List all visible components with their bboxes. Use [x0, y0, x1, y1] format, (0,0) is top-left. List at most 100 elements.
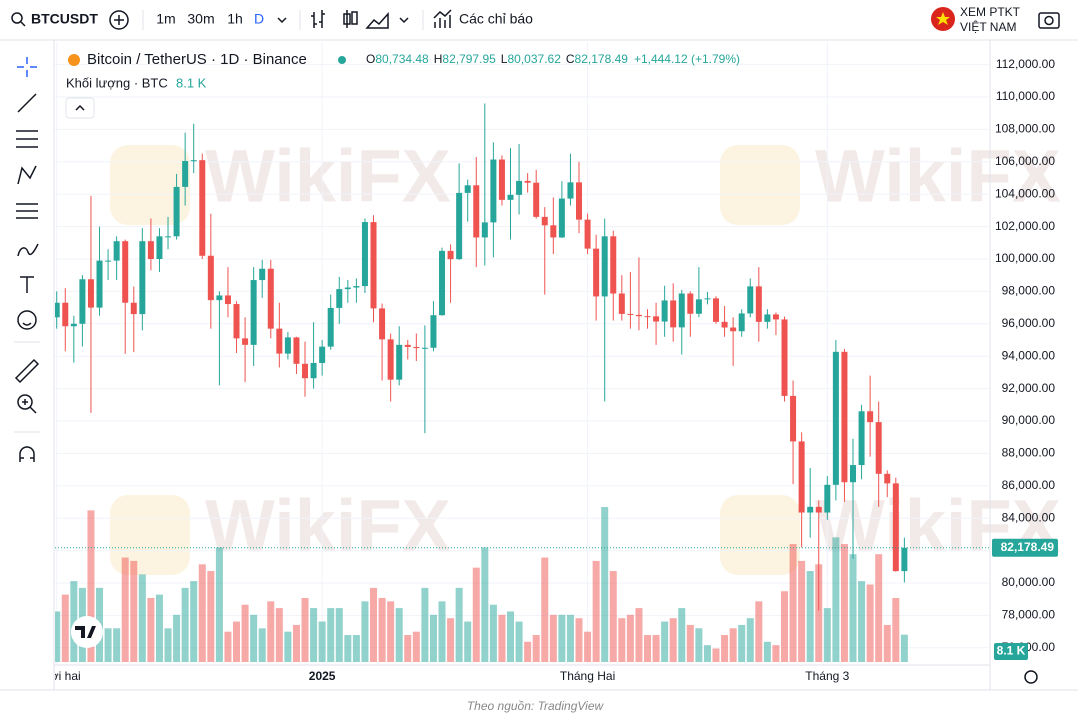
candle-body — [764, 314, 771, 322]
candle-body — [747, 286, 754, 314]
interval[interactable]: 1m — [156, 11, 175, 27]
interval[interactable]: 30m — [187, 11, 214, 27]
axes: 76,000.0078,000.0080,000.0082,000.0084,0… — [55, 57, 1058, 660]
candle-body — [387, 339, 394, 380]
line-tool[interactable] — [17, 93, 37, 113]
volume-bar — [344, 635, 352, 662]
volume-bar — [104, 628, 112, 662]
bars-icon[interactable] — [311, 10, 325, 28]
volume-bar — [772, 645, 780, 662]
candle-body — [165, 236, 172, 238]
projection-tool[interactable] — [16, 203, 38, 219]
interval[interactable]: 1h — [227, 11, 243, 27]
candle-body — [310, 363, 317, 379]
volume-bar — [489, 604, 497, 662]
ruler-tool[interactable] — [14, 358, 40, 384]
candle-body — [892, 483, 899, 572]
volume-bar — [147, 597, 155, 662]
volume-bar — [481, 547, 489, 662]
ohlc-value: 80,037.62 — [507, 52, 561, 66]
volume-bar — [575, 618, 583, 662]
text-tool[interactable] — [20, 276, 34, 293]
volume-bar — [507, 611, 515, 662]
candle-body — [901, 547, 908, 572]
volume-bar — [678, 608, 686, 662]
candle-body — [259, 268, 266, 281]
brush-tool[interactable] — [17, 243, 39, 257]
volume-bar — [755, 601, 763, 662]
indicators-button[interactable]: Các chỉ báo — [459, 11, 533, 27]
candle-body — [850, 465, 857, 483]
candle-body — [593, 248, 600, 297]
watermark-logo — [720, 495, 800, 575]
interval-active[interactable]: D — [254, 11, 264, 27]
camera-icon[interactable] — [1038, 12, 1060, 29]
volume-bar — [361, 601, 369, 662]
volume-bar — [292, 624, 300, 662]
candle-body — [430, 315, 437, 348]
chevron[interactable] — [399, 17, 409, 24]
promo-text[interactable]: XEM PTKT — [960, 5, 1021, 19]
volume-bar — [335, 608, 343, 662]
volume-bar — [310, 608, 318, 662]
ohlc-value: 82,178.49 — [575, 52, 629, 66]
volume-bar — [524, 641, 532, 662]
candle-body — [524, 180, 531, 183]
add-icon[interactable] — [109, 10, 129, 30]
candle-body — [781, 319, 788, 396]
candle-body — [558, 198, 565, 238]
candle-body — [156, 236, 163, 259]
volume-bar — [250, 614, 258, 662]
symbol[interactable]: BTCUSDT — [31, 11, 98, 27]
candle-body — [875, 422, 882, 474]
volume-bar — [532, 635, 540, 662]
candle-body — [361, 222, 368, 287]
candle-body — [815, 506, 822, 513]
volume-bar — [55, 611, 61, 662]
volume-bar — [173, 614, 181, 662]
watermark: WikiFX — [205, 485, 451, 568]
search-icon[interactable] — [11, 12, 23, 24]
candle-body — [755, 286, 762, 322]
volume-bar — [866, 584, 874, 662]
promo-text[interactable]: VIỆT NAM — [960, 19, 1016, 34]
volume-bar — [412, 631, 420, 662]
pattern-tool[interactable] — [17, 165, 37, 185]
emoji-tool — [22, 322, 32, 326]
tv-logo[interactable] — [71, 616, 103, 648]
volume-bar — [806, 571, 814, 662]
candle-body — [439, 250, 446, 316]
watermark-logo — [720, 145, 800, 225]
promo-star — [936, 12, 950, 25]
candle-body — [147, 241, 154, 259]
chevron[interactable] — [277, 17, 287, 24]
footer: Theo nguồn: TradingView — [467, 699, 605, 713]
crosshair-tool[interactable] — [17, 57, 37, 77]
candle-body — [867, 411, 874, 423]
candles-icon[interactable] — [343, 10, 353, 28]
emoji-tool[interactable] — [17, 310, 37, 330]
area-icon[interactable] — [365, 12, 389, 29]
watermark-logo — [110, 145, 190, 225]
volume-bar — [447, 618, 455, 662]
y-tick-label: 104,000.00 — [995, 186, 1055, 200]
x-tick-label: 2025 — [309, 669, 336, 683]
indicators-icon[interactable] — [433, 9, 452, 28]
magnet-tool[interactable] — [19, 446, 35, 462]
volume-bar — [395, 608, 403, 662]
watermark: WikiFX — [815, 135, 1061, 218]
candle-body — [473, 185, 480, 238]
settings-icon[interactable] — [1024, 670, 1038, 684]
fib-tool[interactable] — [16, 130, 38, 148]
candle-body — [302, 363, 309, 379]
candle-body — [224, 295, 231, 305]
collapse-button[interactable] — [65, 97, 95, 119]
volume-bar — [438, 601, 446, 662]
zoom-tool[interactable] — [17, 394, 33, 410]
volume-bar — [61, 594, 69, 662]
volume-bar — [832, 537, 840, 662]
last-price-label: 82,178.49 — [1001, 540, 1055, 554]
zoom-tool — [22, 399, 37, 414]
candle-body — [541, 216, 548, 226]
